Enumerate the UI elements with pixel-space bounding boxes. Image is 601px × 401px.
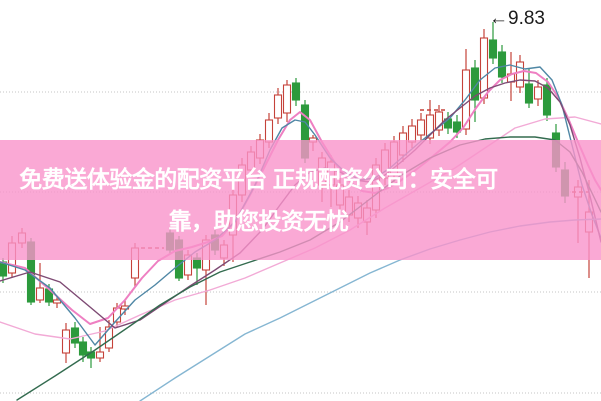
- candle-body: [452, 121, 462, 133]
- left-arrow-icon: ←: [489, 8, 508, 29]
- candle-body: [533, 86, 543, 100]
- candle-body: [434, 111, 444, 131]
- candle-body: [515, 61, 525, 88]
- candle-body: [416, 119, 426, 136]
- candle-body: [542, 84, 552, 116]
- promo-line-2: 靠，助您投资无忧: [168, 208, 350, 234]
- candle-body: [524, 83, 534, 104]
- candle-body: [70, 327, 80, 344]
- candle-body: [488, 39, 498, 59]
- candle-body: [479, 37, 489, 99]
- candle-body: [273, 94, 283, 119]
- candle-body: [35, 287, 45, 301]
- candle-body: [470, 67, 480, 101]
- candle-body: [61, 329, 71, 354]
- candle-body: [282, 84, 292, 114]
- candle-body: [52, 299, 62, 304]
- candle-body: [264, 119, 274, 143]
- promo-banner: 免费送体验金的配资平台 正规配资公司：安全可 靠，助您投资无忧: [0, 140, 601, 260]
- price-annotation: ← 9.83: [489, 9, 545, 29]
- price-annotation-value: 9.83: [508, 8, 545, 29]
- candle-body: [497, 51, 507, 78]
- candle-body: [425, 114, 435, 139]
- promo-line-1: 免费送体验金的配资平台 正规配资公司：安全可: [19, 166, 498, 192]
- candle-body: [78, 341, 88, 356]
- candle-body: [291, 82, 301, 101]
- candle-body: [95, 351, 105, 359]
